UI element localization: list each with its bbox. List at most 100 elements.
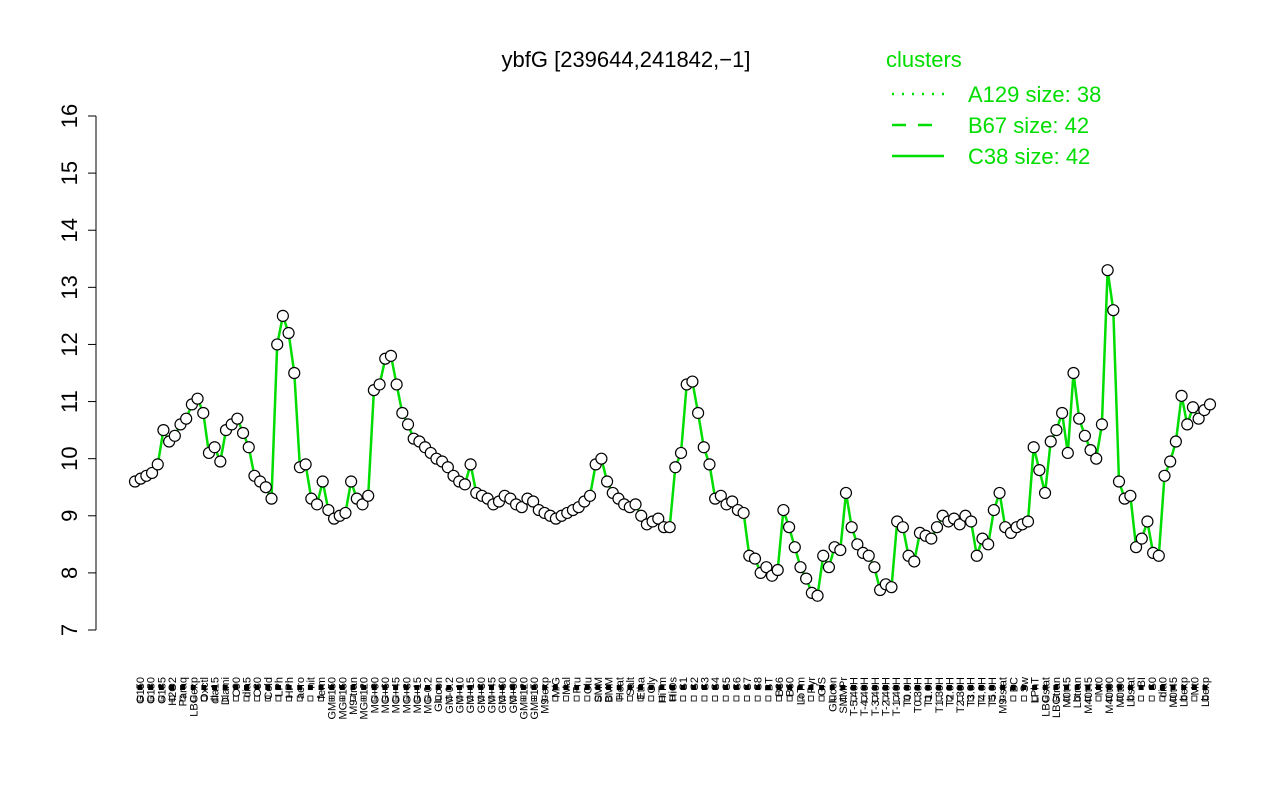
x-tick-label: M9-tran bbox=[348, 677, 360, 715]
x-tick-label: G180 bbox=[146, 677, 158, 704]
rug-marker bbox=[967, 695, 974, 702]
data-point bbox=[953, 518, 966, 531]
x-tick-label: S8 bbox=[753, 677, 765, 690]
rug-marker bbox=[477, 695, 484, 702]
rug-marker bbox=[701, 685, 707, 690]
rug-marker bbox=[872, 685, 878, 690]
rug-marker bbox=[307, 695, 314, 702]
rug-marker bbox=[765, 685, 771, 690]
rug-marker bbox=[371, 685, 377, 690]
rug-marker bbox=[808, 695, 814, 702]
data-point bbox=[748, 552, 762, 565]
data-point bbox=[168, 429, 181, 442]
x-tick-label: LBGexp bbox=[188, 677, 200, 717]
rug-marker bbox=[893, 685, 899, 690]
x-tick-label: MG+15 bbox=[412, 677, 424, 713]
x-tick-label: T2.30H bbox=[955, 677, 967, 713]
rug-marker bbox=[382, 695, 388, 702]
rug-marker bbox=[264, 695, 271, 702]
rug-marker bbox=[957, 695, 963, 702]
rug-marker bbox=[638, 685, 644, 690]
rug-marker bbox=[520, 695, 527, 702]
data-point bbox=[242, 441, 255, 454]
rug-marker bbox=[265, 685, 271, 690]
rug-marker bbox=[169, 695, 175, 702]
x-tick-label: HiOs bbox=[668, 677, 680, 702]
x-tick-label: T1.0H bbox=[923, 677, 935, 707]
x-tick-label: BC bbox=[1008, 677, 1020, 692]
rug-marker bbox=[1042, 695, 1049, 702]
rug-marker bbox=[456, 695, 463, 702]
rug-marker bbox=[574, 685, 580, 690]
rug-marker bbox=[818, 695, 825, 702]
legend-label: C38 size: 42 bbox=[968, 144, 1090, 169]
rug-marker bbox=[1127, 685, 1133, 690]
data-point bbox=[714, 489, 727, 502]
x-tick-label: GM+15 bbox=[465, 677, 477, 713]
x-tick-label: dia5 bbox=[242, 677, 254, 698]
x-tick-label: T-2.40H bbox=[881, 677, 893, 716]
data-point bbox=[208, 441, 221, 454]
rug-marker bbox=[712, 685, 718, 690]
rug-marker bbox=[840, 695, 846, 702]
rug-marker bbox=[733, 695, 740, 702]
x-tick-label: MG+60 bbox=[380, 677, 392, 713]
data-point bbox=[930, 521, 944, 534]
x-axis-ticks: G150G180G135H2O2ParaqLBGexpOxctldia15Dia… bbox=[135, 676, 1212, 719]
data-point bbox=[839, 486, 853, 500]
data-point bbox=[794, 561, 807, 574]
y-tick-label: 13 bbox=[57, 275, 82, 299]
rug-marker bbox=[584, 695, 591, 702]
rug-marker bbox=[200, 695, 207, 702]
rug-marker bbox=[233, 685, 239, 690]
rug-marker bbox=[851, 685, 857, 690]
legend-label: A129 size: 38 bbox=[968, 82, 1101, 107]
rug-marker bbox=[605, 695, 612, 702]
rug-marker bbox=[1106, 695, 1113, 702]
rug-marker bbox=[1042, 685, 1048, 690]
rug-marker bbox=[510, 685, 516, 690]
data-point bbox=[822, 561, 836, 574]
rug-marker bbox=[361, 685, 367, 690]
data-point bbox=[1027, 441, 1040, 454]
x-tick-label: BMM bbox=[604, 677, 616, 703]
x-tick-label: B36 bbox=[774, 677, 786, 697]
data-point bbox=[629, 498, 642, 511]
rug-marker bbox=[509, 695, 516, 702]
rug-marker bbox=[499, 695, 506, 702]
rug-marker bbox=[1053, 685, 1059, 690]
x-tick-label: Heat bbox=[614, 677, 626, 700]
rug-marker bbox=[1031, 695, 1038, 702]
rug-marker bbox=[1117, 685, 1123, 690]
data-point bbox=[1101, 264, 1114, 277]
rug-marker bbox=[680, 685, 686, 690]
rug-marker bbox=[1116, 695, 1123, 702]
x-tick-label: B60 bbox=[785, 677, 797, 697]
rug-marker bbox=[627, 685, 633, 690]
data-point bbox=[401, 418, 415, 431]
x-tick-label: GM+90 bbox=[508, 677, 520, 713]
y-tick-label: 10 bbox=[57, 446, 82, 470]
rug-marker bbox=[488, 695, 495, 702]
y-tick-label: 14 bbox=[57, 218, 82, 242]
rug-marker bbox=[467, 695, 474, 702]
rug-marker bbox=[755, 685, 761, 690]
data-point bbox=[1192, 412, 1205, 425]
rug-marker bbox=[978, 685, 984, 690]
x-tick-label: Oxctl bbox=[199, 677, 211, 702]
rug-marker bbox=[190, 695, 197, 702]
rug-marker bbox=[137, 695, 143, 702]
data-point bbox=[987, 503, 1000, 517]
data-point bbox=[1124, 489, 1137, 502]
y-tick-label: 11 bbox=[57, 390, 82, 413]
data-point bbox=[310, 498, 324, 511]
rug-marker bbox=[297, 685, 303, 690]
rug-marker bbox=[329, 685, 335, 690]
data-point bbox=[686, 375, 699, 388]
rug-marker bbox=[1149, 685, 1155, 690]
x-tick-label: SMMPr bbox=[838, 677, 850, 714]
rug-marker bbox=[424, 695, 431, 702]
rug-marker bbox=[1010, 695, 1017, 702]
rug-marker bbox=[1084, 695, 1091, 702]
